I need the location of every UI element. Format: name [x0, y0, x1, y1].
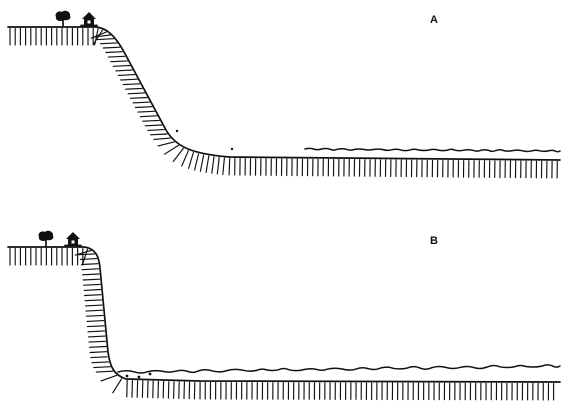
- ground-hatch-tick: [149, 133, 168, 136]
- ground-hatch-tick: [115, 69, 133, 72]
- ground-hatch-tick: [222, 157, 225, 175]
- ground-hatch-tick: [85, 309, 104, 312]
- ground-hatch-tick: [93, 34, 111, 38]
- profile-b-label: B: [430, 235, 438, 247]
- ground-hatch-tick: [77, 253, 96, 256]
- ground-hatch-tick: [172, 147, 184, 163]
- ground-hatch-tick: [117, 74, 136, 76]
- ground-hatch-tick: [194, 153, 200, 171]
- ground-hatch-tick: [82, 278, 101, 281]
- ground-hatch-tick: [216, 156, 220, 175]
- ground-hatch-tick: [85, 314, 104, 317]
- ground-hatch-tick: [83, 283, 101, 286]
- ground-hatch-tick: [96, 38, 115, 41]
- profile-a-label: A: [430, 14, 438, 26]
- profile-b-ground-hatching: [9, 247, 555, 401]
- ground-hatch-tick: [100, 374, 118, 382]
- ground-hatch-tick: [122, 83, 141, 86]
- house-window: [71, 240, 75, 244]
- house-roof: [82, 12, 96, 19]
- ground-hatch-tick: [125, 87, 143, 90]
- ground-hatch-tick: [93, 29, 104, 45]
- ground-hatch-tick: [120, 78, 138, 81]
- ground-hatch-tick: [142, 119, 160, 122]
- ground-hatch-tick: [137, 110, 155, 113]
- ground-hatch-tick: [199, 154, 205, 172]
- profile-a-debris-dot: [230, 147, 234, 151]
- ground-hatch-tick: [84, 294, 102, 297]
- ground-hatch-tick: [102, 46, 121, 49]
- ground-hatch-tick: [80, 263, 99, 266]
- ground-hatch-tick: [228, 157, 231, 176]
- profile-b-debris-dot: [148, 372, 152, 376]
- ground-hatch-tick: [99, 42, 118, 45]
- ground-hatch-tick: [157, 141, 175, 147]
- profile-b-water-surface: [117, 364, 561, 374]
- profile-a-house-icon: [80, 12, 98, 27]
- profile-a-ground-surface: [7, 26, 561, 161]
- profile-b-house-icon: [64, 232, 82, 247]
- ground-hatch-tick: [86, 325, 105, 328]
- ground-hatch-tick: [91, 361, 109, 364]
- ground-hatch-tick: [88, 340, 107, 343]
- profile-b-ground-surface: [7, 246, 561, 383]
- ground-hatch-tick: [86, 320, 105, 322]
- ground-hatch-tick: [105, 51, 123, 54]
- ground-hatch-tick: [84, 299, 103, 302]
- profile-a: A: [7, 10, 561, 179]
- ground-hatch-tick: [90, 356, 108, 359]
- ground-hatch-tick: [144, 124, 163, 127]
- ground-hatch-tick: [87, 335, 106, 338]
- profile-b-tree-icon: [38, 230, 54, 247]
- ground-hatch-tick: [107, 55, 126, 58]
- ground-hatch-tick: [88, 345, 107, 348]
- ground-hatch-tick: [84, 304, 103, 307]
- house-window: [87, 20, 91, 24]
- ground-hatch-tick: [82, 273, 100, 276]
- ground-hatch-tick: [95, 370, 114, 373]
- ground-hatch-tick: [132, 101, 151, 104]
- profile-a-water-surface: [304, 147, 561, 153]
- ground-hatch-tick: [134, 106, 153, 109]
- ground-hatch-tick: [83, 288, 102, 291]
- ground-hatch-tick: [188, 151, 194, 169]
- ground-hatch-tick: [93, 366, 111, 369]
- profile-b: B: [7, 230, 561, 401]
- ground-hatch-tick: [139, 115, 158, 118]
- ground-hatch-tick: [147, 129, 165, 131]
- ground-hatch-tick: [81, 268, 100, 271]
- ground-hatch-tick: [181, 150, 189, 167]
- ground-hatch-tick: [79, 258, 98, 260]
- ground-hatch-tick: [87, 330, 106, 333]
- ground-hatch-tick: [127, 92, 146, 95]
- profile-b-debris-dot: [137, 375, 141, 379]
- ground-hatch-tick: [205, 155, 210, 173]
- tree-canopy: [38, 230, 54, 241]
- ground-hatch-tick: [153, 137, 171, 140]
- profile-a-debris-dot: [175, 129, 179, 133]
- ground-hatch-tick: [110, 60, 128, 63]
- ground-hatch-tick: [89, 351, 108, 354]
- profile-a-tree-icon: [55, 10, 71, 27]
- ground-hatch-tick: [163, 144, 179, 155]
- ground-hatch-tick: [129, 96, 148, 99]
- tree-canopy: [55, 10, 71, 21]
- profile-b-debris-dot: [125, 374, 129, 378]
- ground-hatch-tick: [112, 378, 123, 394]
- ground-hatch-tick: [112, 64, 131, 67]
- profile-a-ground-hatching: [9, 27, 558, 179]
- ground-hatch-tick: [211, 156, 215, 174]
- house-roof: [66, 232, 80, 239]
